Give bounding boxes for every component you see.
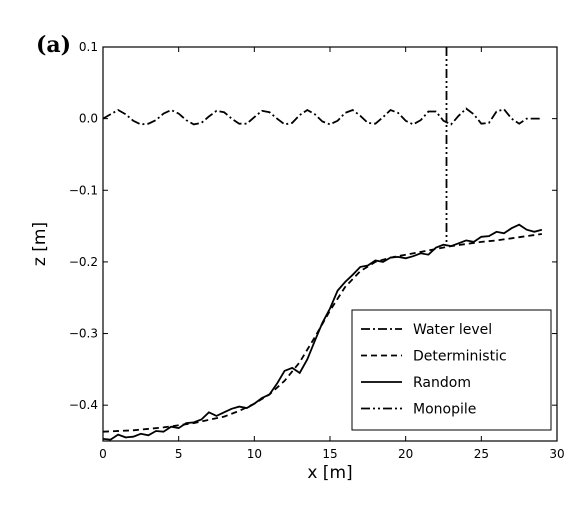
series-line-water-level [103,107,542,126]
y-tick-label: 0.0 [79,112,98,126]
x-tick-label: 10 [247,447,262,461]
legend-label: Water level [413,322,492,338]
y-tick-label: −0.1 [69,183,98,197]
y-axis-label: z [m] [30,222,50,266]
x-axis-label: x [m] [307,463,352,483]
legend-label: Monopile [413,402,476,418]
y-tick-label: −0.3 [69,327,98,341]
x-tick-label: 0 [99,447,107,461]
series-layer [103,47,543,441]
series-line-deterministic [103,233,543,433]
legend: Water level Deterministic Random Monopile [351,309,552,431]
legend-label: Deterministic [413,349,507,365]
y-tick-label: 0.1 [79,40,98,54]
x-tick-label: 5 [175,447,183,461]
series-line-random [103,223,543,441]
legend-box [351,309,552,431]
y-tick-label: −0.4 [69,398,98,412]
x-tick-label: 20 [398,447,413,461]
legend-label: Random [413,375,471,391]
x-tick-label: 15 [322,447,337,461]
y-tick-label: −0.2 [69,255,98,269]
axes-layer: 0 5 10 15 20 25 30 0.1 0.0 −0.1 −0.2 −0.3 −0.4 [69,40,565,461]
x-tick-label: 30 [549,447,564,461]
x-tick-label: 25 [474,447,489,461]
panel-label: (a) [36,32,71,58]
